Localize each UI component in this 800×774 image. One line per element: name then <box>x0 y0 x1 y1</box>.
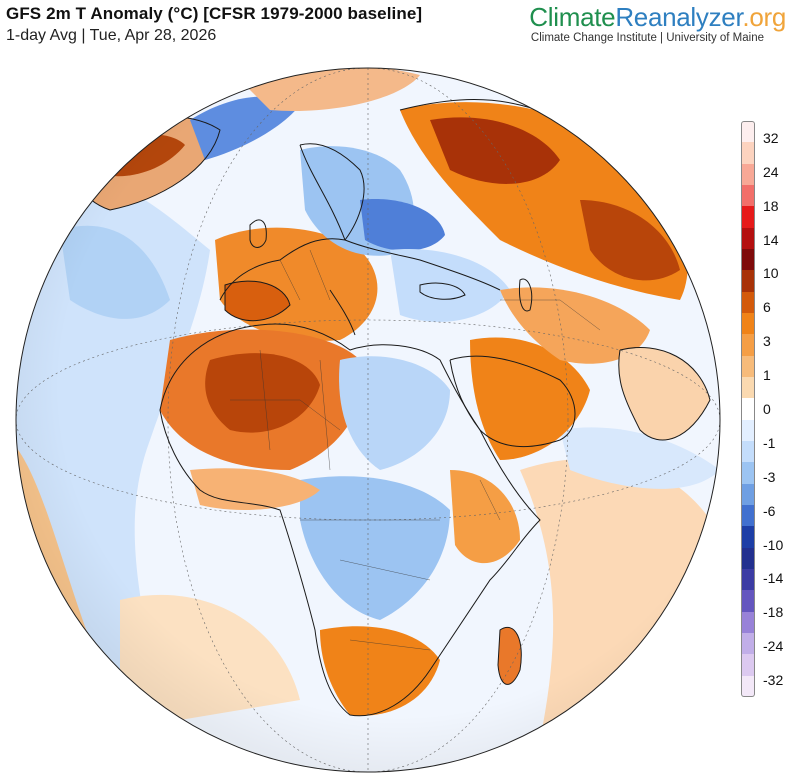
map-title: GFS 2m T Anomaly (°C) [CFSR 1979-2000 ba… <box>6 4 423 23</box>
legend-swatch <box>741 462 755 484</box>
legend-tick-label: 18 <box>763 197 779 214</box>
legend-tick-label: 1 <box>763 367 771 384</box>
legend-swatch <box>741 590 755 612</box>
legend-swatch <box>741 675 755 697</box>
brand-tagline: Climate Change Institute | University of… <box>530 32 764 44</box>
brand-logo[interactable]: ClimateReanalyzer.org <box>529 2 786 33</box>
brand-part-org: .org <box>742 2 786 32</box>
color-legend <box>741 121 755 697</box>
legend-tick-label: 6 <box>763 299 771 316</box>
legend-swatch <box>741 142 755 164</box>
legend-tick-label: 24 <box>763 163 779 180</box>
legend-swatch <box>741 227 755 249</box>
legend-tick-label: 10 <box>763 265 779 282</box>
legend-swatch <box>741 611 755 633</box>
legend-tick-label: -1 <box>763 434 776 451</box>
legend-swatch <box>741 526 755 548</box>
legend-tick-label: 32 <box>763 129 779 146</box>
legend-swatch <box>741 121 755 143</box>
legend-swatch <box>741 483 755 505</box>
legend-tick-label: -3 <box>763 468 776 485</box>
legend-swatch <box>741 163 755 185</box>
legend-tick-label: -6 <box>763 502 776 519</box>
legend-tick-label: 0 <box>763 401 771 417</box>
legend-swatch <box>741 248 755 271</box>
legend-swatch <box>741 419 755 441</box>
legend-tick-label: -24 <box>763 638 784 655</box>
brand-part-climate: Climate <box>529 2 616 32</box>
legend-swatch <box>741 568 755 591</box>
legend-swatch <box>741 291 755 313</box>
legend-tick-label: -14 <box>763 570 784 587</box>
legend-swatch <box>741 376 755 399</box>
legend-swatch <box>741 547 755 569</box>
legend-swatch <box>741 654 755 676</box>
legend-swatch <box>741 398 755 420</box>
legend-swatch <box>741 184 755 207</box>
legend-swatch <box>741 632 755 655</box>
legend-swatch <box>741 270 755 292</box>
legend-tick-label: -32 <box>763 672 784 689</box>
legend-swatch <box>741 355 755 377</box>
globe-outline <box>15 67 721 773</box>
legend-swatch <box>741 504 755 527</box>
legend-swatch <box>741 312 755 335</box>
legend-tick-label: -18 <box>763 604 784 621</box>
legend-tick-label: 14 <box>763 231 779 248</box>
brand-part-reanalyzer: Reanalyzer <box>615 2 743 32</box>
map-subtitle: 1-day Avg | Tue, Apr 28, 2026 <box>6 27 217 44</box>
legend-tick-label: -10 <box>763 536 784 553</box>
legend-tick-label: 3 <box>763 333 771 350</box>
legend-swatch <box>741 440 755 463</box>
legend-swatch <box>741 334 755 356</box>
legend-swatch <box>741 206 755 228</box>
